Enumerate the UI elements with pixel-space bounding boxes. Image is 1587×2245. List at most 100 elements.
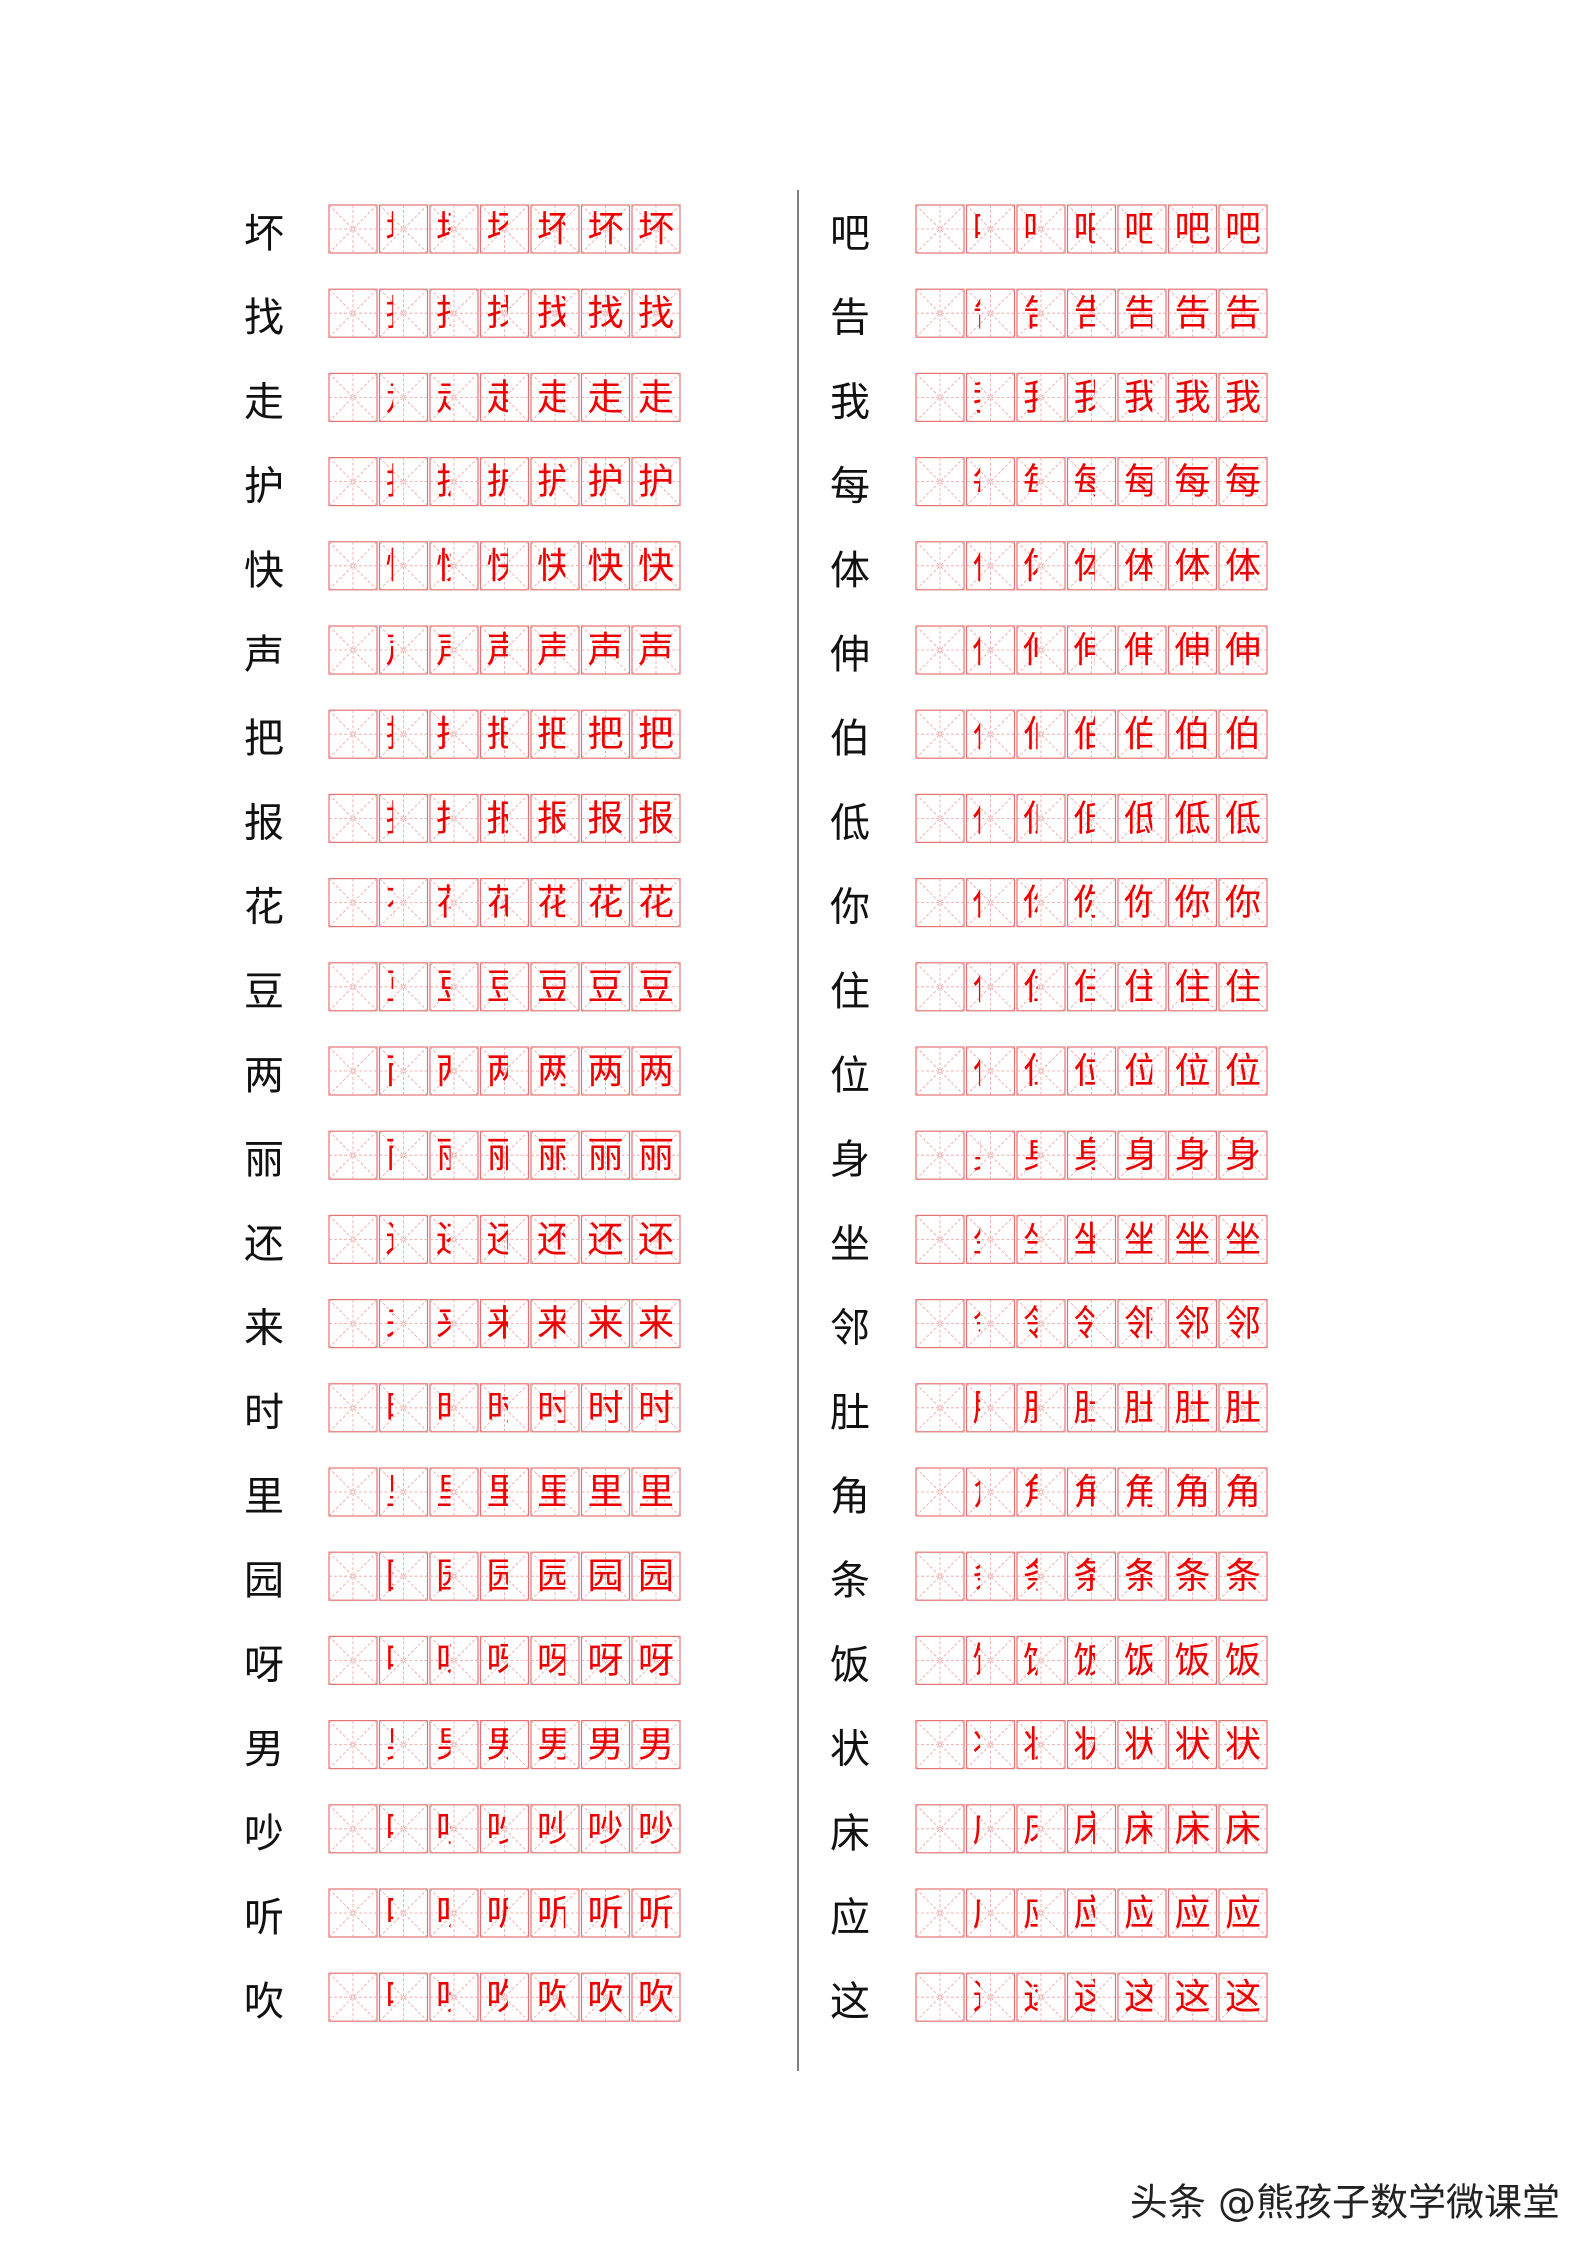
practice-box: 呀 [631,1635,681,1686]
character-label: 告 [830,295,870,341]
stroke-step: 吹 [436,1977,472,2018]
practice-box: 坏 [328,204,378,254]
stroke-step: 你 [1124,883,1160,924]
character-label: 坐 [830,1221,870,1267]
stroke-step: 我 [1023,377,1059,418]
stroke-final: 护 [638,462,674,503]
practice-box: 吹 [479,1972,530,2022]
stroke-step: 男 [587,1725,623,1766]
practice-box: 吵 [328,1804,378,1854]
stroke-step: 伯 [1023,714,1059,755]
stroke-step: 邻 [972,1304,1008,1345]
stroke-step: 告 [1174,293,1210,334]
stroke-step: 坐 [972,1219,1008,1260]
stroke-step: 我 [1174,377,1210,418]
stroke-step: 你 [1174,883,1210,924]
stroke-final: 状 [1225,1725,1261,1766]
practice-box: 时 [631,1383,681,1433]
practice-box: 坐 [965,1214,1016,1265]
practice-box: 报 [479,793,530,844]
practice-box: 声 [429,625,479,675]
practice-box: 护 [429,457,479,507]
character-label: 身 [830,1137,870,1183]
stroke-step: 报 [335,798,371,839]
practice-box: 体 [1117,541,1167,591]
stroke-step: 走 [436,377,472,418]
character-label: 位 [830,1053,870,1099]
stroke-final: 位 [1225,1051,1261,1092]
stroke-step: 还 [385,1219,421,1260]
stroke-step: 还 [537,1219,573,1260]
practice-box: 体 [1218,541,1268,591]
practice-box: 位 [1117,1046,1167,1096]
stroke-step: 低 [1073,798,1109,839]
stroke-step: 声 [486,630,522,671]
character-label: 听 [244,1895,284,1941]
practice-box: 来 [479,1298,530,1349]
practice-box: 来 [580,1298,631,1349]
practice-box: 每 [1016,457,1066,507]
stroke-final: 声 [638,630,674,671]
stroke-final: 伯 [1225,714,1261,755]
stroke-step: 邻 [1023,1304,1059,1345]
stroke-step: 位 [922,1051,958,1092]
stroke-step: 找 [335,293,371,334]
practice-box: 位 [965,1046,1016,1096]
stroke-step: 时 [486,1388,522,1429]
stroke-step: 应 [972,1893,1008,1934]
stroke-step: 条 [1174,1556,1210,1597]
practice-box: 伸 [1016,625,1066,675]
practice-box: 状 [965,1719,1016,1770]
stroke-step: 身 [1124,1135,1160,1176]
stroke-step: 吧 [1124,209,1160,250]
stroke-step: 报 [385,798,421,839]
character-label: 把 [244,716,284,762]
practice-box: 还 [580,1214,631,1265]
stroke-step: 饭 [1174,1640,1210,1681]
practice-box: 角 [1066,1467,1117,1517]
practice-box: 坏 [631,204,681,254]
stroke-final: 听 [638,1893,674,1934]
practice-box: 床 [1016,1804,1066,1854]
practice-box: 花 [378,877,429,928]
practice-box: 应 [915,1888,965,1938]
practice-box: 找 [530,288,580,338]
practice-box: 肚 [1167,1383,1218,1433]
practice-box: 吵 [429,1804,479,1854]
character-label: 吹 [244,1979,284,2025]
practice-box: 坐 [915,1214,965,1265]
practice-box: 呀 [378,1635,429,1686]
stroke-step: 还 [587,1219,623,1260]
practice-box: 每 [1117,457,1167,507]
practice-box: 饭 [1218,1635,1268,1686]
character-label: 找 [244,295,284,341]
stroke-step: 每 [1124,462,1160,503]
stroke-final: 告 [1225,293,1261,334]
practice-box: 呀 [429,1635,479,1686]
practice-box: 护 [378,457,429,507]
stroke-step: 你 [972,883,1008,924]
stroke-step: 听 [436,1893,472,1934]
practice-box: 把 [530,709,580,759]
stroke-step: 伸 [972,630,1008,671]
stroke-step: 男 [486,1725,522,1766]
stroke-step: 角 [922,1472,958,1513]
stroke-step: 状 [1124,1725,1160,1766]
character-label: 住 [830,969,870,1015]
practice-box: 时 [530,1383,580,1433]
stroke-step: 应 [922,1893,958,1934]
practice-box: 还 [378,1214,429,1265]
stroke-step: 时 [587,1388,623,1429]
practice-box: 丽 [378,1130,429,1180]
stroke-step: 男 [436,1725,472,1766]
practice-box: 来 [631,1298,681,1349]
stroke-step: 时 [385,1388,421,1429]
practice-box: 还 [328,1214,378,1265]
character-label: 体 [830,548,870,594]
practice-box: 床 [965,1804,1016,1854]
practice-box: 护 [479,457,530,507]
stroke-step: 伯 [972,714,1008,755]
stroke-final: 吹 [638,1977,674,2018]
practice-box: 坐 [1066,1214,1117,1265]
practice-box: 应 [1218,1888,1268,1938]
